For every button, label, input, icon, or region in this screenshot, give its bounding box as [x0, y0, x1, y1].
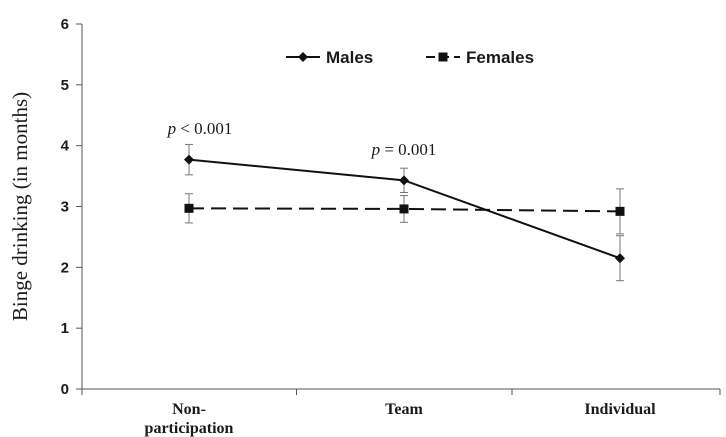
y-axis-title: Binge drinking (in months)	[8, 92, 32, 321]
p-value-annotation: p < 0.001	[167, 119, 233, 138]
y-tick-label: 6	[61, 16, 69, 33]
x-tick-label: Individual	[584, 401, 656, 418]
p-symbol: p	[167, 119, 177, 138]
p-value: < 0.001	[176, 119, 232, 138]
x-tick-label: Team	[385, 401, 423, 418]
data-point-diamond	[615, 253, 625, 264]
legend-item-males: Males	[286, 48, 373, 67]
data-point-square	[615, 206, 625, 216]
p-symbol: p	[371, 140, 381, 159]
series-males	[184, 143, 625, 282]
y-tick-label: 1	[61, 320, 69, 337]
legend-label: Males	[326, 48, 373, 67]
p-value-annotation: p = 0.001	[371, 140, 437, 159]
x-tick-label: Non-	[172, 401, 206, 418]
data-point-square	[184, 203, 194, 213]
data-point-square	[399, 204, 409, 214]
data-point-square	[438, 52, 448, 62]
data-point-diamond	[399, 175, 409, 186]
series-line	[188, 207, 621, 213]
y-tick-label: 5	[61, 77, 69, 94]
data-point-diamond	[298, 52, 308, 62]
y-tick-label: 2	[61, 259, 69, 276]
series-females	[184, 188, 625, 235]
legend: Males Females	[286, 48, 534, 67]
legend-label: Females	[466, 48, 534, 67]
y-tick-label: 3	[61, 199, 69, 216]
x-tick-label: participation	[145, 420, 234, 437]
y-tick-label: 4	[61, 138, 70, 155]
y-tick-label: 0	[61, 381, 69, 398]
data-point-diamond	[184, 154, 194, 165]
p-value: = 0.001	[380, 140, 436, 159]
legend-item-females: Females	[426, 48, 534, 67]
series-layer	[184, 143, 625, 282]
axes: 0 1 2 3 4 5 6 Non-participation Team Individual Bi…	[8, 16, 721, 437]
